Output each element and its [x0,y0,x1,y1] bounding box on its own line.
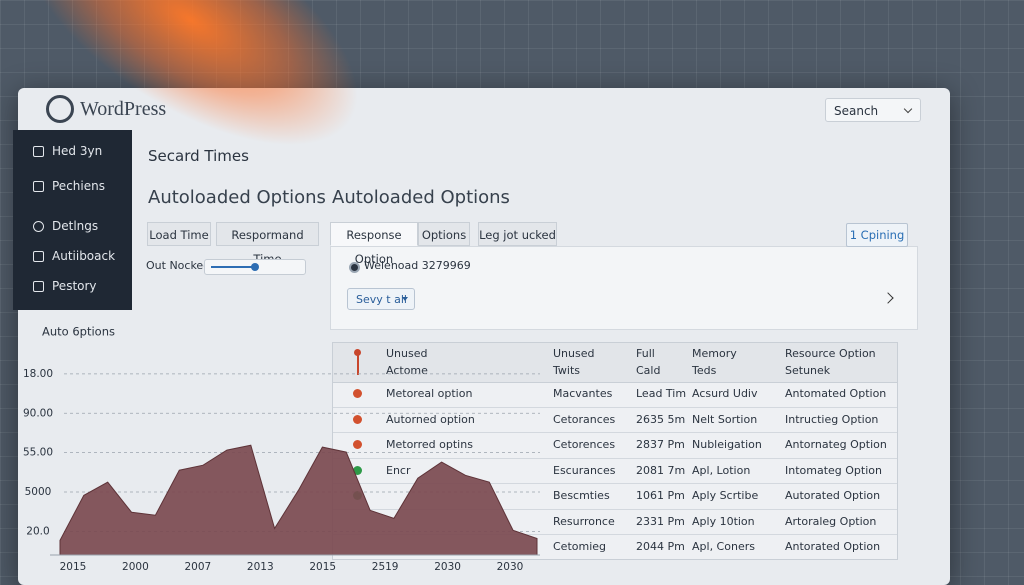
table-cell: Cetorances [553,412,616,426]
table-cell: Cetorences [553,438,616,451]
table-cell: 1061 Pm [636,489,685,502]
row-divider [333,406,897,408]
table-cell: Metorred optins [386,438,473,451]
table-cell: Artoraleg Option [785,514,877,528]
table-cell: 2081 7m [636,463,686,477]
area [59,444,538,556]
table-cell: Nelt Sortion [692,412,758,426]
table-cell: Lead Tim [636,387,687,400]
table-cell: Resurronce [553,514,615,528]
row-divider [333,534,897,535]
column-header: Cald [636,364,661,377]
row-divider [333,457,897,459]
table-cell: Aply 10tion [692,514,755,528]
x-tick-label: 2000 [122,561,149,573]
status-dot [353,440,362,449]
table-cell: Escurances [553,463,616,477]
column-header: Resource Option [785,347,876,360]
x-tick-label: 2013 [247,561,274,573]
row-divider [333,432,897,433]
search-dropdown[interactable]: Seanch [825,98,921,122]
x-tick-label: 2030 [434,561,461,573]
x-tick-label: 2007 [184,561,211,573]
y-tick-label: 18.00 [23,368,53,380]
table-cell: Apl, Lotion [692,463,751,477]
table-cell: Acsurd Udiv [692,387,758,400]
column-header: Memory [692,347,737,360]
table-cell: 2635 5m [636,412,686,426]
table-cell: 2331 Pm [636,514,685,528]
table-cell: Bescmties [553,489,610,502]
x-tick-label: 2519 [372,561,399,573]
chart-title: Auto 6ptions [42,325,115,339]
table-cell: 2044 Pm [636,540,685,553]
table-cell: Macvantes [553,387,613,400]
table-cell: Intomateg Option [785,463,882,477]
table-cell: Intructieg Option [785,412,879,426]
column-header: Full [636,347,655,360]
x-tick-label: 2015 [309,561,336,573]
row-divider [333,483,897,484]
table-cell: Cetomieg [553,540,607,553]
column-header: Unused [553,347,595,360]
table-cell: Aply Scrtibe [692,489,759,502]
x-tick-label: 2030 [497,561,524,573]
table-cell: Autorated Option [785,489,881,502]
table-cell: 2837 Pm [636,438,685,451]
y-tick-label: 90.00 [23,407,53,419]
table-cell: Encr [386,463,411,477]
status-dot [353,465,362,475]
y-tick-label: 20.0 [26,525,49,537]
table-cell: Nubleigation [692,438,762,451]
column-header: Teds [692,364,717,377]
table-cell: Antornateg Option [785,438,887,451]
y-tick-label: 5000 [25,486,52,498]
row-divider [333,508,897,510]
y-tick-label: 55.00 [23,447,53,459]
opening-button[interactable]: 1 Cpining [846,223,908,247]
column-header: Twits [553,364,580,377]
x-tick-label: 2015 [60,561,87,573]
status-dot [353,414,362,424]
table-cell: Apl, Coners [692,540,755,553]
column-header: Setunek [785,364,831,377]
table-cell: Antorated Option [785,540,881,553]
table-cell: Antomated Option [785,387,887,400]
